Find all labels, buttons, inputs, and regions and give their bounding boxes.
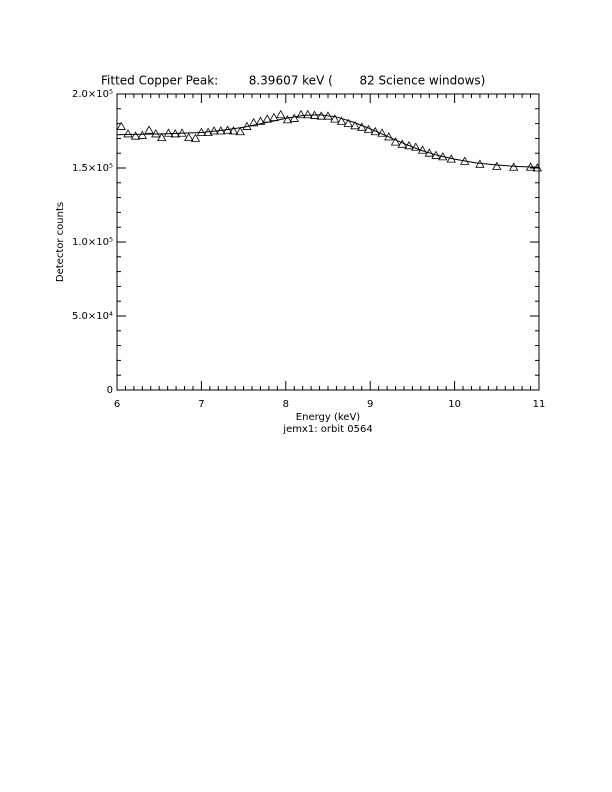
- x-tick-label: 8: [283, 399, 289, 410]
- point: [377, 128, 387, 137]
- y-tick-label: 5.0×10⁴: [72, 311, 113, 322]
- point: [404, 140, 414, 150]
- point: [242, 121, 252, 130]
- point: [330, 114, 340, 123]
- point: [130, 131, 141, 140]
- y-tick-label: 1.5×10⁵: [72, 163, 113, 174]
- point: [336, 116, 347, 125]
- point: [316, 111, 326, 120]
- point: [460, 156, 470, 165]
- y-tick-label: 2.0×10⁵: [72, 89, 113, 100]
- plot-frame: [116, 93, 540, 391]
- point: [216, 126, 226, 135]
- point: [397, 139, 407, 148]
- point: [446, 154, 456, 163]
- point: [249, 118, 259, 127]
- x-tick-label: 7: [198, 399, 204, 410]
- fit-line: [116, 114, 540, 168]
- point: [424, 148, 434, 157]
- point: [235, 126, 245, 136]
- point: [296, 109, 306, 119]
- point: [370, 126, 380, 136]
- chart-title: Fitted Copper Peak: 8.39607 keV ( 82 Sci…: [101, 74, 485, 88]
- point: [323, 111, 333, 120]
- point: [170, 129, 180, 138]
- y-axis-label: Detector counts: [55, 202, 66, 282]
- point: [438, 152, 448, 161]
- point: [184, 132, 194, 142]
- point: [431, 150, 441, 159]
- point: [116, 121, 126, 130]
- point: [390, 137, 401, 146]
- point: [309, 110, 320, 119]
- point: [144, 125, 154, 134]
- x-tick-label: 10: [448, 399, 461, 410]
- point: [525, 162, 536, 171]
- point: [209, 126, 219, 135]
- x-tick-label: 9: [367, 399, 373, 410]
- point: [262, 114, 272, 123]
- point: [508, 162, 519, 171]
- point: [532, 163, 543, 172]
- point: [163, 128, 174, 137]
- point: [350, 121, 360, 130]
- point: [343, 118, 353, 127]
- point: [363, 124, 374, 133]
- point: [411, 142, 421, 151]
- y-tick-label: 1.0×10⁵: [72, 237, 113, 248]
- point: [190, 133, 201, 142]
- y-tick-label: 0: [107, 385, 113, 396]
- point: [222, 125, 233, 134]
- point: [123, 129, 133, 138]
- point: [384, 132, 394, 141]
- point: [492, 161, 502, 170]
- x-tick-label: 11: [533, 399, 546, 410]
- point: [303, 109, 313, 119]
- point: [228, 126, 239, 135]
- subtitle: jemx1: orbit 0564: [282, 424, 372, 435]
- point: [157, 132, 167, 142]
- point: [475, 159, 485, 168]
- point: [357, 122, 367, 131]
- point: [269, 112, 279, 122]
- point: [137, 130, 148, 139]
- x-axis-label: Energy (keV): [296, 412, 361, 423]
- point: [289, 113, 299, 122]
- point: [255, 116, 266, 125]
- point: [177, 128, 187, 137]
- point: [151, 129, 161, 138]
- point: [417, 145, 428, 154]
- point: [282, 115, 293, 124]
- point: [196, 127, 207, 136]
- x-tick-label: 6: [114, 399, 120, 410]
- point: [203, 127, 213, 136]
- point: [276, 109, 286, 119]
